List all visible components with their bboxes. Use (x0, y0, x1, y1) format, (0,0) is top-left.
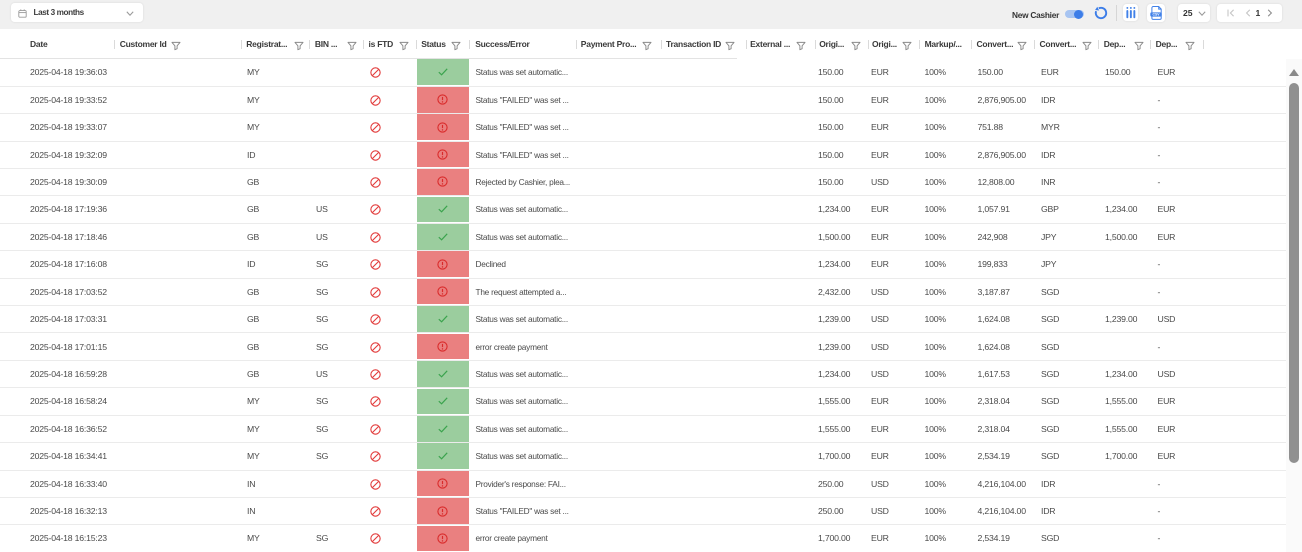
svg-text:CSV: CSV (1153, 13, 1161, 17)
